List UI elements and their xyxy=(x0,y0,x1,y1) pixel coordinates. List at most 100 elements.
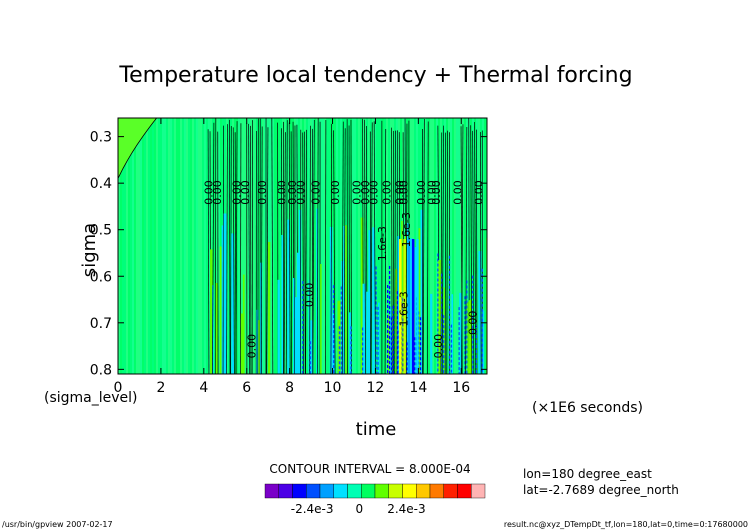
contour-label: 0.00 xyxy=(211,180,224,205)
field-stripe xyxy=(448,118,450,374)
info-lat: lat=-2.7689 degree_north xyxy=(523,483,679,497)
field-stripe xyxy=(258,118,260,374)
contour-line xyxy=(333,130,336,374)
field-stripe xyxy=(218,118,220,374)
x-tick-label: 6 xyxy=(242,380,251,396)
field-patch xyxy=(316,208,319,374)
field-patch xyxy=(345,225,347,374)
contour-interval-text: CONTOUR INTERVAL = 8.000E-04 xyxy=(269,462,470,476)
field-stripe xyxy=(432,118,434,374)
field-stripe xyxy=(292,118,294,374)
colorbar-tick-label: 0 xyxy=(355,502,363,516)
field-stripe xyxy=(454,118,456,374)
field-stripe xyxy=(220,118,222,374)
contour-label: 0.00 xyxy=(202,180,215,205)
contour-label: 1.6e-3 xyxy=(376,226,389,261)
x-axis: 0 2 4 6 8 10 12 14 16 xyxy=(114,118,470,396)
contour-line xyxy=(285,120,288,374)
contour-line xyxy=(235,121,238,374)
contour-line xyxy=(226,124,228,374)
field-stripe xyxy=(460,118,462,374)
field-stripe xyxy=(238,118,240,374)
field-stripe xyxy=(254,118,256,374)
y-tick-label: 0.8 xyxy=(90,362,112,378)
field-stripe xyxy=(266,118,268,374)
contour-line xyxy=(232,127,235,374)
field-stripe xyxy=(276,118,278,374)
field-patch xyxy=(293,278,296,374)
colorbar: -2.4e-3 0 2.4e-3 xyxy=(264,483,486,516)
intense-band xyxy=(403,239,406,374)
field-stripe xyxy=(242,118,244,374)
field-stripe xyxy=(156,118,158,374)
field-stripe xyxy=(458,118,460,374)
contour-line xyxy=(472,130,475,374)
field-stripe xyxy=(438,118,440,374)
contour-line xyxy=(283,132,286,374)
field-stripe xyxy=(150,118,152,374)
field-stripe xyxy=(436,118,438,374)
field-stripe xyxy=(272,118,274,374)
contour-label: 0.00 xyxy=(473,180,486,205)
field-stripe xyxy=(192,118,194,374)
field-patch xyxy=(437,259,442,374)
contour-line xyxy=(309,125,311,374)
field-patch xyxy=(256,309,259,374)
field-stripe xyxy=(378,118,380,374)
field-patch xyxy=(430,293,433,374)
colorbar-swatch xyxy=(319,483,334,499)
contour-label: 0.00 xyxy=(295,180,308,205)
x-tick-label: 16 xyxy=(452,380,470,396)
colorbar-swatch xyxy=(402,483,417,499)
field-patch xyxy=(331,313,336,374)
contour-line xyxy=(479,132,482,374)
field-stripe xyxy=(482,118,484,374)
field-stripe xyxy=(386,118,388,374)
y-tick-label: 0.7 xyxy=(90,316,112,332)
contour-label: 0.00 xyxy=(415,180,428,205)
contour-line xyxy=(341,121,344,374)
contour-line xyxy=(302,132,304,374)
field-stripe xyxy=(256,118,258,374)
field-stripe xyxy=(148,118,150,374)
contour-line xyxy=(330,123,333,374)
field-stripe xyxy=(402,118,404,374)
field-patch xyxy=(281,234,284,374)
field-stripe xyxy=(452,118,454,374)
field-stripe xyxy=(440,118,442,374)
contour-label: 0.00 xyxy=(359,180,372,205)
x-tick-label: 2 xyxy=(156,380,165,396)
colorbar-swatch xyxy=(306,483,321,499)
colorbar-tick-label: -2.4e-3 xyxy=(291,502,334,516)
field-stripe xyxy=(332,118,334,374)
field-patch xyxy=(310,320,314,374)
plot-frame xyxy=(117,117,488,375)
field-stripe xyxy=(354,118,356,374)
field-stripe xyxy=(228,118,230,374)
contour-line xyxy=(373,121,376,374)
field-stripe xyxy=(390,118,392,374)
contour-label: 0.00 xyxy=(310,180,323,205)
y-tick-label: 0.6 xyxy=(90,269,112,285)
field-stripe xyxy=(244,118,246,374)
contour-line xyxy=(441,125,445,374)
field-patch xyxy=(215,282,218,374)
contour-line xyxy=(228,119,231,374)
field-stripe xyxy=(318,118,320,374)
field-patch xyxy=(397,236,400,374)
contour-line xyxy=(240,123,242,374)
field-stripe xyxy=(382,118,384,374)
colorbar-swatch xyxy=(278,483,293,499)
colorbar-swatch xyxy=(347,483,362,499)
field-stripe xyxy=(138,118,140,374)
contour-line xyxy=(470,125,473,374)
contour-line xyxy=(304,131,306,374)
field-stripe xyxy=(280,118,282,374)
field-stripe xyxy=(290,118,292,374)
field-stripe xyxy=(194,118,196,374)
field-patch xyxy=(219,246,223,374)
field-stripe xyxy=(466,118,468,374)
field-stripe xyxy=(430,118,432,374)
field-patch xyxy=(401,220,403,374)
field-stripe xyxy=(234,118,236,374)
